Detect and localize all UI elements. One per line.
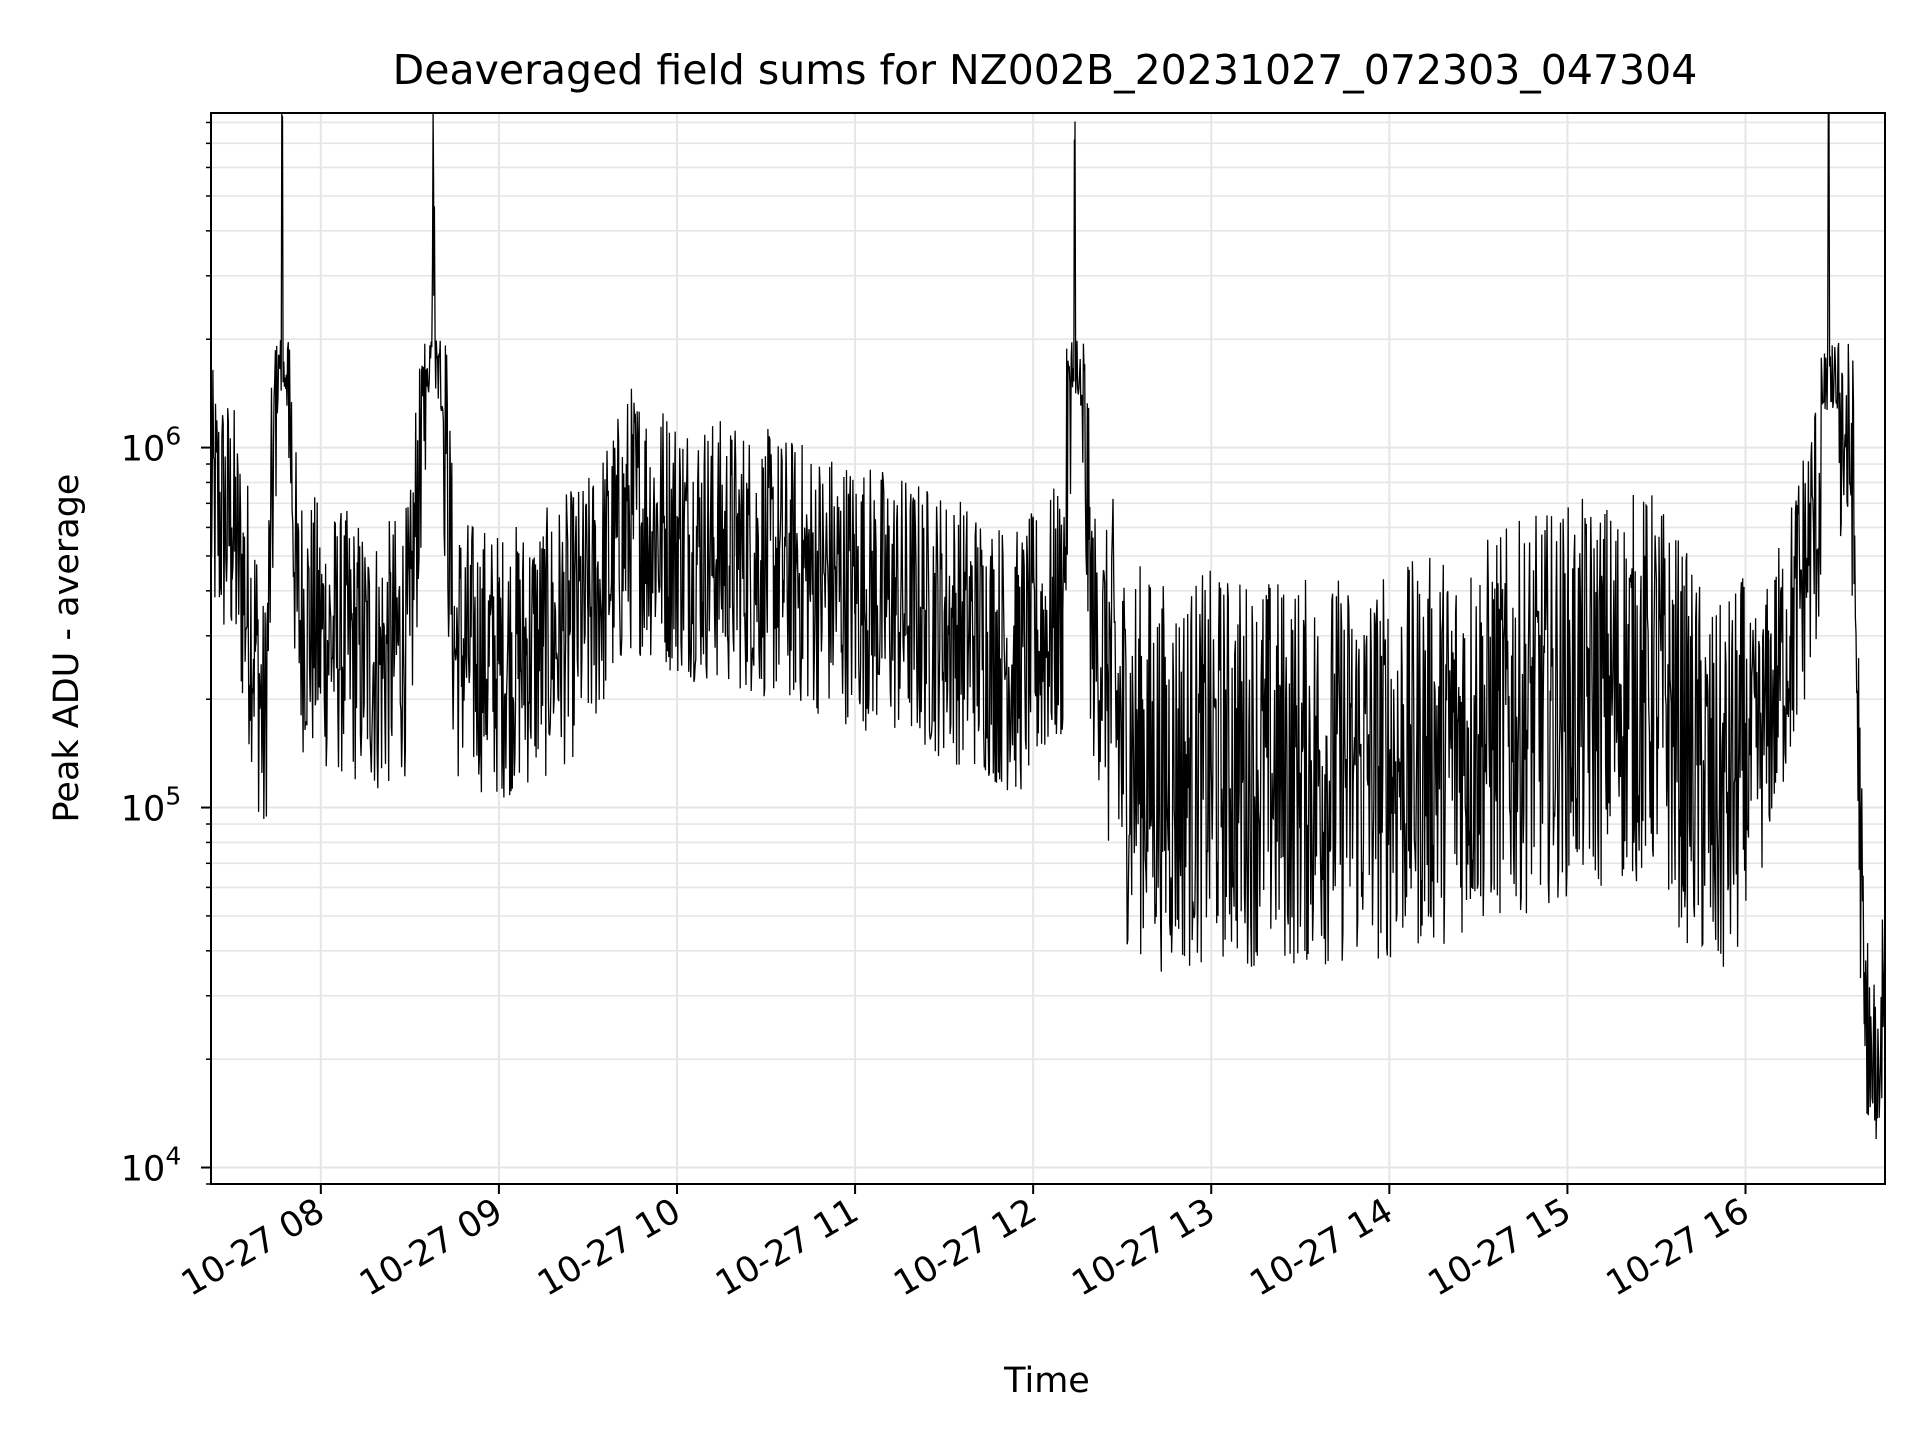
- x-tick-label: 10-27 16: [1600, 1191, 1756, 1304]
- y-axis-label: Peak ADU - average: [47, 474, 87, 823]
- x-tick-label: 10-27 10: [531, 1191, 687, 1304]
- x-tick-label: 10-27 13: [1065, 1191, 1221, 1304]
- series-line: [210, 112, 1886, 1140]
- y-tick-label: 105: [121, 782, 181, 830]
- x-axis-label: Time: [1003, 1361, 1090, 1401]
- x-tick-label: 10-27 09: [353, 1191, 509, 1304]
- x-axis: 10-27 08 10-27 09 10-27 10 10-27 11 10-27 12…: [175, 1184, 1756, 1304]
- x-tick-label: 10-27 15: [1422, 1191, 1578, 1304]
- y-tick-label: 104: [121, 1142, 181, 1190]
- x-tick-label: 10-27 11: [709, 1191, 865, 1304]
- x-tick-label: 10-27 14: [1244, 1191, 1400, 1304]
- y-axis: 104 105 106: [121, 121, 211, 1190]
- y-tick-label: 106: [121, 422, 181, 470]
- chart-title: Deaveraged field sums for NZ002B_2023102…: [393, 46, 1698, 94]
- x-tick-label: 10-27 12: [887, 1191, 1043, 1304]
- x-tick-label: 10-27 08: [175, 1191, 331, 1304]
- plot-frame: [210, 112, 1886, 1185]
- grid: [211, 113, 1885, 1185]
